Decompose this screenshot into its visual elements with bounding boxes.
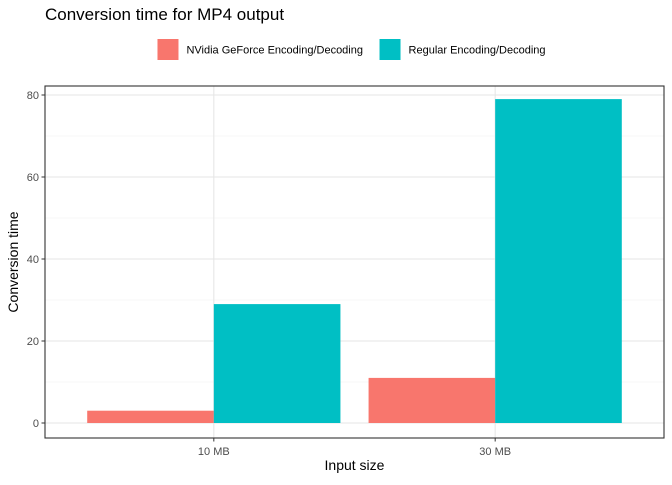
y-tick-label: 40 bbox=[27, 254, 39, 266]
x-tick-label: 10 MB bbox=[198, 446, 230, 458]
x-axis: 10 MB 30 MB bbox=[198, 438, 511, 458]
y-tick-label: 80 bbox=[27, 90, 39, 102]
legend-label: Regular Encoding/Decoding bbox=[409, 45, 546, 57]
y-tick-label: 60 bbox=[27, 172, 39, 184]
legend-key bbox=[379, 39, 401, 60]
y-tick-label: 20 bbox=[27, 336, 39, 348]
y-tick-label: 0 bbox=[33, 418, 39, 430]
x-axis-label: Input size bbox=[325, 457, 385, 473]
chart-title: Conversion time for MP4 output bbox=[45, 5, 284, 24]
legend: NVidia GeForce Encoding/Decoding Regular … bbox=[157, 39, 546, 60]
plot-border bbox=[44, 85, 665, 439]
legend-label: NVidia GeForce Encoding/Decoding bbox=[186, 45, 363, 57]
x-tick-label: 30 MB bbox=[479, 446, 511, 458]
legend-key bbox=[157, 39, 179, 60]
y-axis-label: Conversion time bbox=[5, 211, 21, 312]
bar bbox=[213, 304, 341, 423]
y-axis: 0 20 40 60 80 bbox=[27, 90, 45, 430]
bar bbox=[87, 410, 214, 423]
bars bbox=[87, 99, 622, 423]
bar bbox=[495, 99, 622, 423]
bar bbox=[368, 377, 496, 423]
